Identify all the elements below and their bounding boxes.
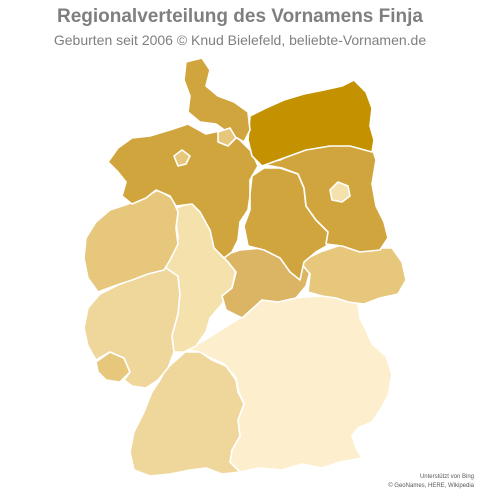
region-schleswig-holstein[interactable]: Schleswig-Holstein xyxy=(183,57,251,143)
region-nordrhein-westfalen[interactable]: Nordrhein-Westfalen xyxy=(83,189,179,293)
region-berlin[interactable]: Berlin xyxy=(329,181,351,203)
map-title: Regionalverteilung des Vornamens Finja xyxy=(56,6,423,27)
region-mecklenburg-vorpommern[interactable]: Mecklenburg-Vorpommern xyxy=(247,79,375,167)
region-niedersachsen[interactable]: Niedersachsen xyxy=(107,123,259,259)
region-bremen[interactable]: Bremen xyxy=(173,149,191,167)
attribution-bing: Unterstützt von Bing xyxy=(419,474,474,480)
region-baden-wuerttemberg[interactable]: Baden-Württemberg xyxy=(129,351,245,477)
region-hamburg[interactable]: Hamburg xyxy=(217,127,237,147)
map-subtitle: Geburten seit 2006 © Knud Bielefeld, bel… xyxy=(53,32,427,48)
attribution-sources: © GeoNames, HERE, Wikipedia xyxy=(388,483,474,489)
map-attribution: Unterstützt von Bing © GeoNames, HERE, W… xyxy=(388,473,474,491)
